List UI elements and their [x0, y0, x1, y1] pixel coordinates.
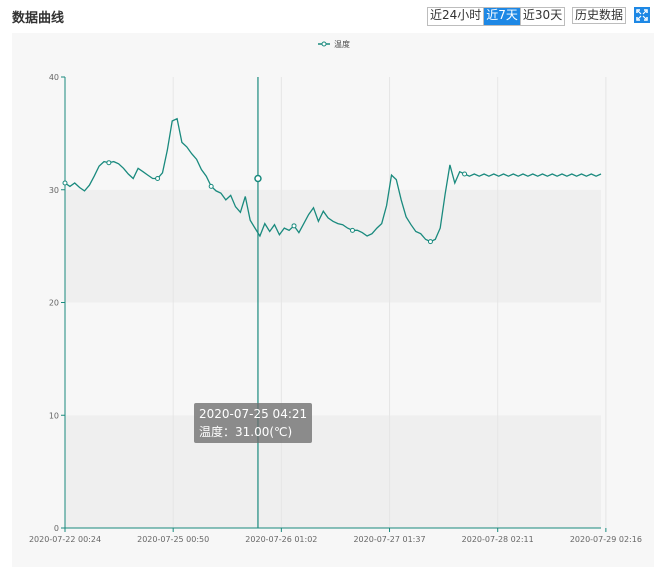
x-tick-label: 2020-07-22 00:24: [29, 535, 101, 544]
x-tick-label: 2020-07-25 00:50: [137, 535, 209, 544]
chart-tooltip: 2020-07-25 04:21 温度：31.00(℃): [194, 403, 313, 443]
legend: 温度: [318, 39, 350, 49]
legend-marker: [321, 41, 327, 47]
data-point: [106, 160, 112, 166]
range-button-7d[interactable]: 近7天: [484, 8, 521, 25]
y-tick-label: 20: [49, 299, 59, 308]
x-tick-label: 2020-07-27 01:37: [353, 535, 425, 544]
data-point: [462, 171, 468, 177]
legend-label: 温度: [334, 39, 350, 49]
range-button-30d[interactable]: 近30天: [522, 8, 563, 22]
plot-band: [65, 415, 601, 528]
data-point: [208, 183, 214, 189]
data-point: [427, 239, 433, 245]
y-tick-label: 0: [54, 524, 59, 533]
cursor-point: [254, 174, 262, 183]
y-tick-label: 10: [49, 411, 59, 420]
expand-icon[interactable]: [634, 7, 650, 23]
y-tick-label: 30: [49, 186, 59, 195]
chart-header: 数据曲线 近24小时 近7天 近30天 历史数据: [0, 0, 665, 30]
history-data-button[interactable]: 历史数据: [572, 7, 627, 24]
tooltip-value: 温度：31.00(℃): [199, 425, 293, 439]
chart-panel: 0 10 20 30 40 2020-07-22 00:24 2020-07-25 00:5…: [12, 33, 654, 567]
time-range-group: 近24小时 近7天 近30天: [427, 7, 566, 26]
data-point: [291, 223, 297, 229]
y-tick-label: 40: [49, 73, 59, 82]
plot-band: [65, 189, 601, 303]
range-button-24h[interactable]: 近24小时: [428, 8, 485, 25]
x-tick-label: 2020-07-29 02:16: [570, 535, 642, 544]
line-chart[interactable]: 0 10 20 30 40 2020-07-22 00:24 2020-07-25 00:5…: [12, 33, 654, 567]
data-point: [62, 180, 68, 186]
plot-band: [65, 77, 601, 190]
series-line-temperature: [64, 117, 602, 243]
tooltip-time: 2020-07-25 04:21: [199, 407, 308, 421]
plot-band: [65, 302, 601, 416]
data-point: [155, 175, 161, 181]
data-point: [349, 227, 355, 233]
x-tick-label: 2020-07-26 01:02: [245, 535, 317, 544]
x-tick-label: 2020-07-28 02:11: [462, 535, 534, 544]
page-title: 数据曲线: [12, 11, 65, 26]
